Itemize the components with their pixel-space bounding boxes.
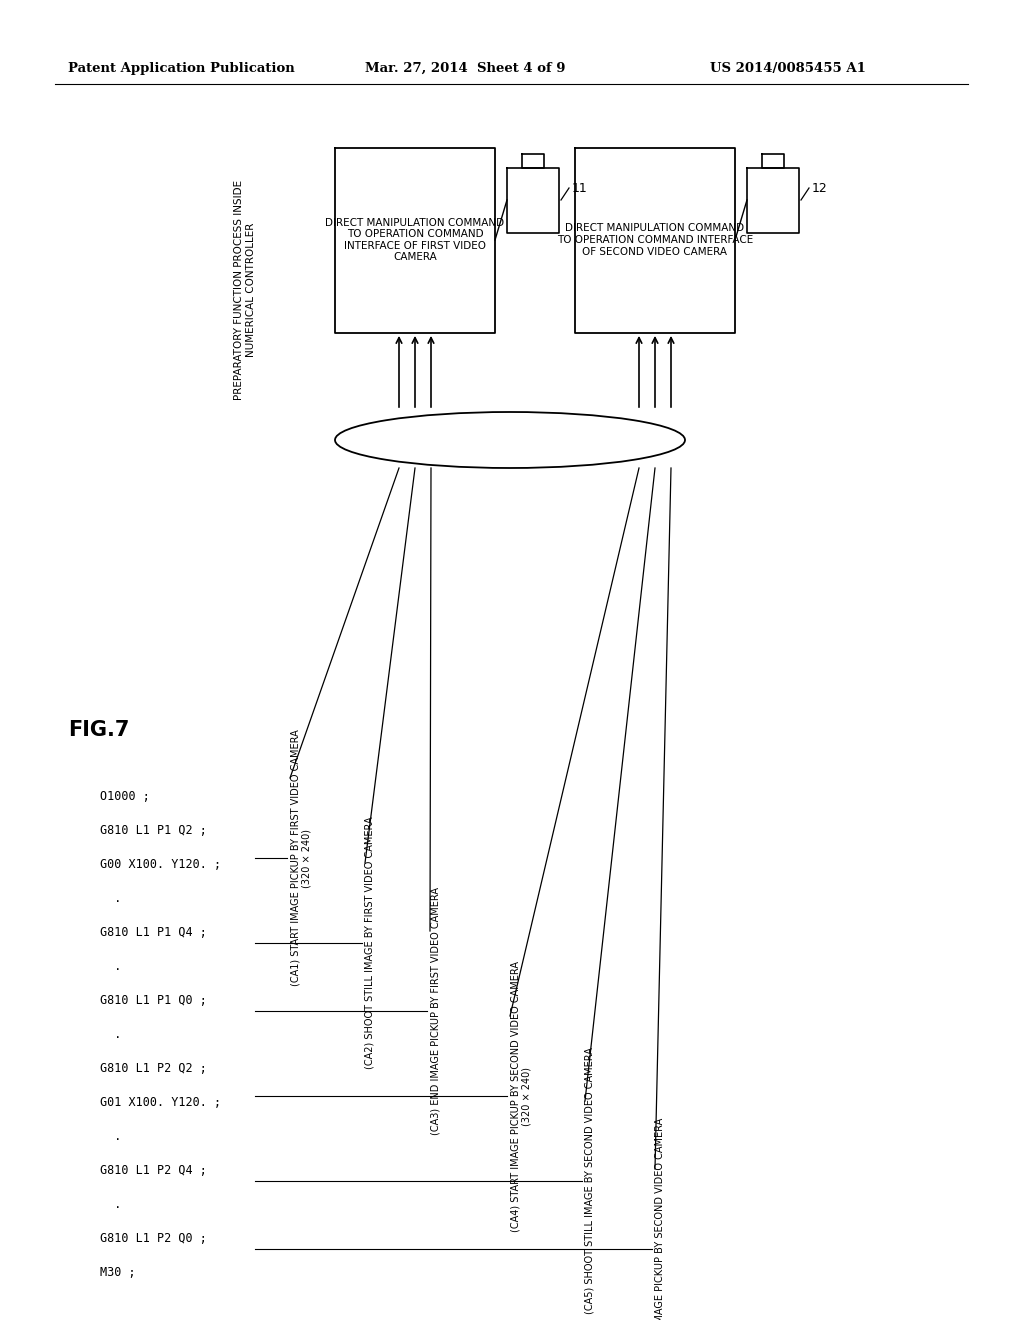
Text: M30 ;: M30 ; bbox=[100, 1266, 135, 1279]
Text: G810 L1 P2 Q2 ;: G810 L1 P2 Q2 ; bbox=[100, 1063, 207, 1074]
Ellipse shape bbox=[335, 412, 685, 469]
Text: DIRECT MANIPULATION COMMAND
TO OPERATION COMMAND
INTERFACE OF FIRST VIDEO
CAMERA: DIRECT MANIPULATION COMMAND TO OPERATION… bbox=[326, 218, 505, 263]
Text: .: . bbox=[100, 892, 122, 906]
Text: FIG.7: FIG.7 bbox=[68, 719, 129, 741]
Text: Mar. 27, 2014  Sheet 4 of 9: Mar. 27, 2014 Sheet 4 of 9 bbox=[365, 62, 565, 75]
Text: O1000 ;: O1000 ; bbox=[100, 789, 150, 803]
Text: DIRECT MANIPULATION COMMAND
TO OPERATION COMMAND INTERFACE
OF SECOND VIDEO CAMER: DIRECT MANIPULATION COMMAND TO OPERATION… bbox=[557, 223, 753, 256]
Text: G810 L1 P1 Q2 ;: G810 L1 P1 Q2 ; bbox=[100, 824, 207, 837]
Text: G810 L1 P2 Q4 ;: G810 L1 P2 Q4 ; bbox=[100, 1164, 207, 1177]
Text: G01 X100. Y120. ;: G01 X100. Y120. ; bbox=[100, 1096, 221, 1109]
Text: (CA2) SHOOT STILL IMAGE BY FIRST VIDEO CAMERA: (CA2) SHOOT STILL IMAGE BY FIRST VIDEO C… bbox=[365, 817, 375, 1069]
Text: .: . bbox=[100, 1199, 122, 1210]
Text: (CA5) SHOOT STILL IMAGE BY SECOND VIDEO CAMERA: (CA5) SHOOT STILL IMAGE BY SECOND VIDEO … bbox=[585, 1048, 595, 1315]
Text: (CA6) END IMAGE PICKUP BY SECOND VIDEO CAMERA: (CA6) END IMAGE PICKUP BY SECOND VIDEO C… bbox=[655, 1118, 665, 1320]
Text: .: . bbox=[100, 1028, 122, 1041]
Text: 11: 11 bbox=[572, 181, 588, 194]
Text: Patent Application Publication: Patent Application Publication bbox=[68, 62, 295, 75]
Text: PREPARATORY FUNCTION PROCESS INSIDE
NUMERICAL CONTROLLER: PREPARATORY FUNCTION PROCESS INSIDE NUME… bbox=[234, 180, 256, 400]
Text: 12: 12 bbox=[812, 181, 827, 194]
Text: (CA1) START IMAGE PICKUP BY FIRST VIDEO CAMERA
(320 × 240): (CA1) START IMAGE PICKUP BY FIRST VIDEO … bbox=[290, 730, 311, 986]
Text: US 2014/0085455 A1: US 2014/0085455 A1 bbox=[710, 62, 866, 75]
Text: (CA3) END IMAGE PICKUP BY FIRST VIDEO CAMERA: (CA3) END IMAGE PICKUP BY FIRST VIDEO CA… bbox=[430, 887, 440, 1135]
Text: .: . bbox=[100, 1130, 122, 1143]
Text: G810 L1 P1 Q0 ;: G810 L1 P1 Q0 ; bbox=[100, 994, 207, 1007]
Text: G810 L1 P1 Q4 ;: G810 L1 P1 Q4 ; bbox=[100, 927, 207, 939]
Text: (CA4) START IMAGE PICKUP BY SECOND VIDEO CAMERA
(320 × 240): (CA4) START IMAGE PICKUP BY SECOND VIDEO… bbox=[510, 961, 531, 1232]
Text: G810 L1 P2 Q0 ;: G810 L1 P2 Q0 ; bbox=[100, 1232, 207, 1245]
Text: G00 X100. Y120. ;: G00 X100. Y120. ; bbox=[100, 858, 221, 871]
Text: .: . bbox=[100, 960, 122, 973]
